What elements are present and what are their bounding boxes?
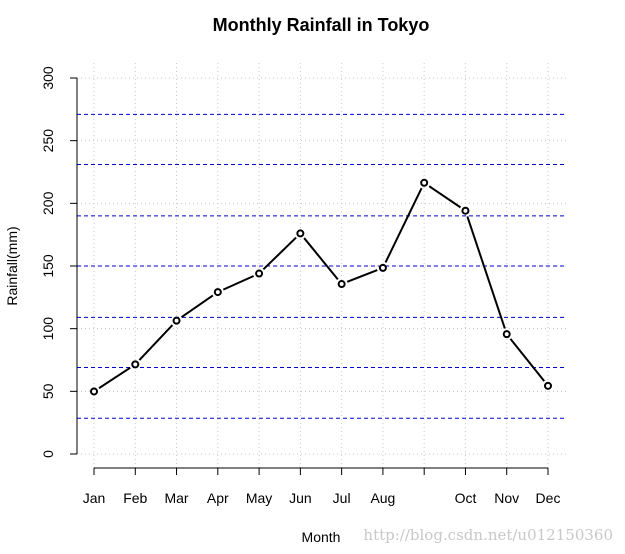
x-tick-label: May: [246, 490, 272, 506]
x-tick-label: Dec: [536, 490, 561, 506]
data-point: [337, 280, 346, 289]
series-segment: [222, 275, 255, 291]
data-point: [172, 316, 181, 325]
data-point: [420, 178, 429, 187]
y-tick-label: 300: [40, 66, 56, 90]
data-point: [544, 381, 552, 390]
y-tick-label: 50: [40, 383, 56, 399]
x-tick-label: Jan: [83, 490, 106, 506]
watermark: http://blog.csdn.net/u012150360: [363, 526, 613, 544]
x-tick-label: Feb: [123, 490, 147, 506]
data-point: [255, 269, 264, 278]
grid-lines: [77, 63, 566, 468]
data-point: [502, 330, 511, 339]
x-tick-label: Oct: [455, 490, 477, 506]
x-tick-label: Mar: [164, 490, 188, 506]
x-tick-label: Jun: [289, 490, 312, 506]
x-axis-label: Month: [302, 529, 341, 545]
series-segment: [262, 236, 297, 271]
rainfall-series: [90, 178, 552, 396]
y-tick-label: 150: [40, 254, 56, 278]
x-tick-labels: Jan Feb Mar Apr May Jun Jul Aug Oct Nov Dec: [83, 490, 561, 506]
series-segment: [180, 294, 214, 319]
data-point: [296, 229, 305, 238]
data-point: [461, 206, 470, 215]
x-tick-label: Nov: [494, 490, 519, 506]
series-segment: [98, 366, 131, 390]
y-tick-label: 250: [40, 129, 56, 153]
x-tick-label: Jul: [333, 490, 351, 506]
series-segment: [428, 185, 462, 209]
y-tick-label: 200: [40, 191, 56, 215]
y-axis-label: Rainfall(mm): [4, 226, 20, 305]
x-tick-label: Apr: [207, 490, 229, 506]
y-tick-label: 0: [40, 450, 56, 458]
data-point: [131, 360, 140, 369]
x-tick-label: Aug: [370, 490, 395, 506]
data-point: [213, 288, 222, 297]
series-segment: [384, 187, 423, 263]
series-segment: [138, 324, 174, 361]
series-segment: [466, 216, 506, 329]
y-tick-labels: 0 50 100 150 200 250 300: [40, 66, 56, 458]
series-segment: [509, 338, 546, 382]
axes: [70, 77, 549, 475]
series-segment: [346, 269, 378, 283]
chart-title: Monthly Rainfall in Tokyo: [213, 15, 430, 35]
data-point: [90, 387, 98, 396]
series-segment: [303, 237, 339, 281]
data-point: [378, 263, 387, 272]
y-tick-label: 100: [40, 317, 56, 341]
